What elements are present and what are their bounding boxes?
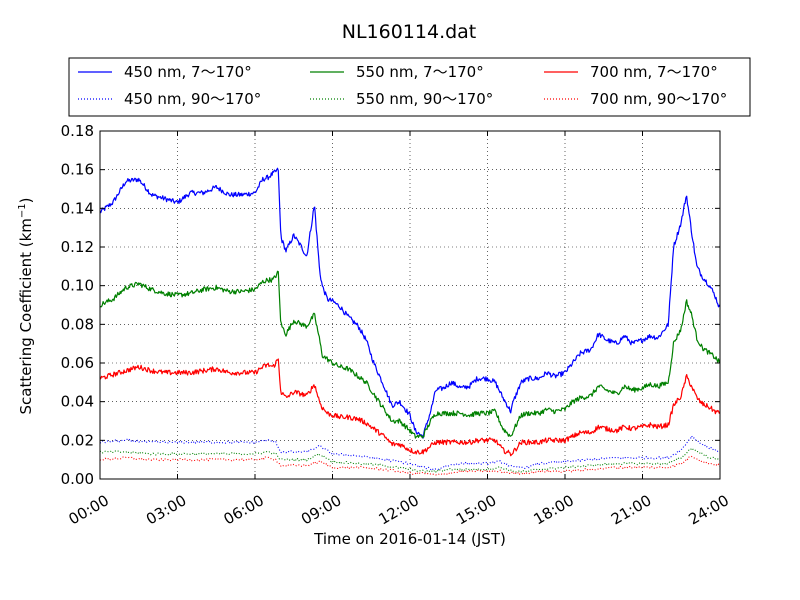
y-tick-label: 0.08 [61, 315, 94, 333]
legend-label: 550 nm, 7～170° [356, 63, 484, 81]
x-tick-label: 12:00 [376, 491, 422, 528]
series-line [99, 455, 721, 476]
y-axis-label: Scattering Coefficient (km−1) [17, 197, 35, 414]
y-tick-label: 0.18 [61, 122, 94, 140]
legend-label: 700 nm, 7～170° [590, 63, 718, 81]
x-tick-label: 03:00 [143, 491, 189, 528]
series-line [99, 435, 721, 471]
legend-label: 700 nm, 90～170° [590, 90, 727, 108]
y-tick-label: 0.00 [61, 470, 94, 488]
legend-box [68, 57, 751, 117]
series-group [99, 167, 721, 476]
y-tick-label: 0.04 [61, 393, 94, 411]
y-axis-label-sup: −1 [17, 203, 28, 218]
x-tick-label: 24:00 [686, 491, 732, 528]
x-tick-label: 06:00 [221, 491, 267, 528]
y-tick-label: 0.16 [61, 161, 94, 179]
legend-label: 450 nm, 7～170° [124, 63, 252, 81]
legend-label: 550 nm, 90～170° [356, 90, 493, 108]
y-axis-label-main: Scattering Coefficient (km [17, 218, 35, 414]
x-tick-label: 15:00 [453, 491, 499, 528]
x-tick-label: 18:00 [531, 491, 577, 528]
grid [100, 131, 720, 479]
y-axis-label-close: ) [17, 197, 35, 203]
series-line [99, 447, 721, 473]
x-tick-label: 09:00 [298, 491, 344, 528]
series-line [99, 358, 721, 457]
plot-area [99, 130, 721, 480]
y-tick-label: 0.10 [61, 277, 94, 295]
chart-title: NL160114.dat [342, 21, 477, 43]
y-tick-labels: 0.00 0.02 0.04 0.06 0.08 0.10 0.12 0.14 0.16 0.18 [61, 122, 94, 488]
x-axis-label: Time on 2016-01-14 (JST) [313, 530, 506, 548]
legend-label: 450 nm, 90～170° [124, 90, 261, 108]
y-tick-label: 0.14 [61, 199, 94, 217]
y-tick-label: 0.02 [61, 431, 94, 449]
y-tick-label: 0.12 [61, 238, 94, 256]
x-tick-label: 00:00 [66, 491, 112, 528]
series-line [99, 167, 721, 439]
x-tick-labels: 00:00 03:00 06:00 09:00 12:00 15:00 18:00 21:00… [66, 491, 732, 528]
y-tick-label: 0.06 [61, 354, 94, 372]
ticks [99, 130, 721, 480]
series-line [99, 270, 721, 439]
x-tick-label: 21:00 [608, 491, 654, 528]
legend: 450 nm, 7～170° 550 nm, 7～170° 700 nm, 7～17… [68, 57, 751, 117]
